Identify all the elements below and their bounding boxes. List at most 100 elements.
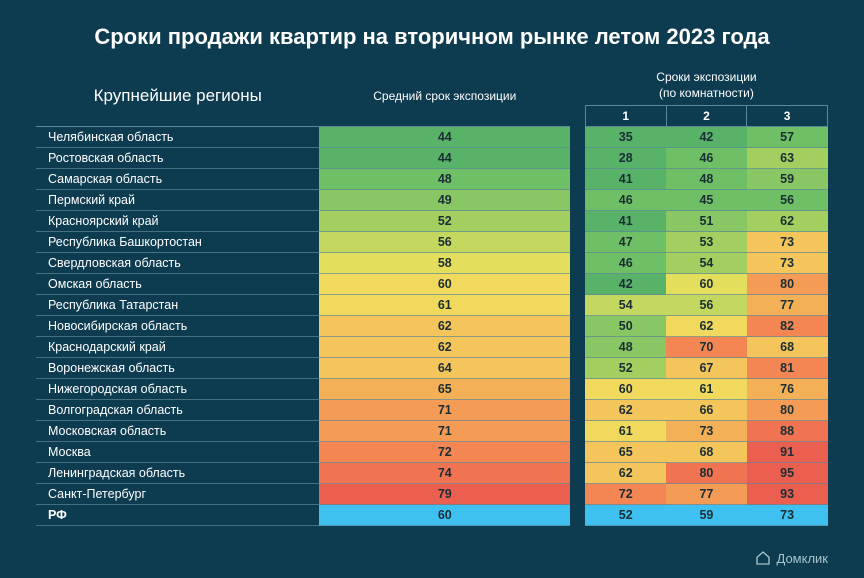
avg-cell: 62: [319, 316, 570, 337]
room3-cell: 68: [747, 337, 828, 358]
gap-cell: [570, 232, 585, 253]
region-name: Самарская область: [36, 169, 319, 190]
summary-region: РФ: [36, 505, 319, 526]
room2-cell: 60: [666, 274, 747, 295]
room1-cell: 60: [585, 379, 666, 400]
room2-cell: 68: [666, 442, 747, 463]
room3-cell: 76: [747, 379, 828, 400]
avg-cell: 74: [319, 463, 570, 484]
room2-cell: 46: [666, 148, 747, 169]
room1-cell: 72: [585, 484, 666, 505]
summary-room2: 59: [666, 505, 747, 526]
header-rooms-line2: (по комнатности): [659, 86, 754, 100]
room3-cell: 93: [747, 484, 828, 505]
room3-cell: 80: [747, 274, 828, 295]
header-region: Крупнейшие регионы: [36, 66, 319, 127]
region-name: Новосибирская область: [36, 316, 319, 337]
avg-cell: 79: [319, 484, 570, 505]
room2-cell: 61: [666, 379, 747, 400]
avg-cell: 71: [319, 421, 570, 442]
table-row: Санкт-Петербург79 727793: [36, 484, 828, 505]
gap-cell: [570, 148, 585, 169]
gap-cell: [570, 463, 585, 484]
footer-logo-text: Домклик: [777, 551, 829, 566]
table-row: Московская область71617388: [36, 421, 828, 442]
region-name: Санкт-Петербург: [36, 484, 319, 505]
room3-cell: 73: [747, 253, 828, 274]
gap-cell: [570, 484, 585, 505]
room2-cell: 51: [666, 211, 747, 232]
region-name: Нижегородская область: [36, 379, 319, 400]
summary-room3: 73: [747, 505, 828, 526]
gap-cell: [570, 442, 585, 463]
room2-cell: 62: [666, 316, 747, 337]
avg-cell: 72: [319, 442, 570, 463]
gap-cell: [570, 190, 585, 211]
region-name: Ленинградская область: [36, 463, 319, 484]
gap-cell: [570, 127, 585, 148]
table-row: Пермский край49464556: [36, 190, 828, 211]
gap-cell: [570, 169, 585, 190]
avg-cell: 60: [319, 274, 570, 295]
summary-room1: 52: [585, 505, 666, 526]
gap-cell: [570, 379, 585, 400]
header-avg: Средний срок экспозиции: [319, 66, 570, 127]
room2-cell: 77: [666, 484, 747, 505]
avg-cell: 62: [319, 337, 570, 358]
table-row: Республика Татарстан61545677: [36, 295, 828, 316]
header-room-1: 1: [585, 106, 666, 127]
gap-cell: [570, 421, 585, 442]
gap-cell: [570, 253, 585, 274]
exposure-table: Крупнейшие регионы Средний срок экспозиц…: [36, 66, 828, 526]
header-room-2: 2: [666, 106, 747, 127]
avg-cell: 44: [319, 148, 570, 169]
room2-cell: 48: [666, 169, 747, 190]
room1-cell: 61: [585, 421, 666, 442]
table-row: Москва72656891: [36, 442, 828, 463]
table-row: Воронежская область64526781: [36, 358, 828, 379]
table-row: Нижегородская область65606176: [36, 379, 828, 400]
room3-cell: 88: [747, 421, 828, 442]
header-room-3: 3: [747, 106, 828, 127]
table-row: Красноярский край52415162: [36, 211, 828, 232]
region-name: Омская область: [36, 274, 319, 295]
footer-logo: Домклик: [755, 550, 829, 566]
region-name: Москва: [36, 442, 319, 463]
header-rooms-group: Сроки экспозиции (по комнатности): [585, 66, 827, 106]
room1-cell: 50: [585, 316, 666, 337]
region-name: Ростовская область: [36, 148, 319, 169]
room3-cell: 57: [747, 127, 828, 148]
avg-cell: 52: [319, 211, 570, 232]
avg-cell: 49: [319, 190, 570, 211]
room1-cell: 65: [585, 442, 666, 463]
region-name: Волгоградская область: [36, 400, 319, 421]
room1-cell: 28: [585, 148, 666, 169]
gap-cell: [570, 211, 585, 232]
gap-cell: [570, 358, 585, 379]
gap-cell: [570, 274, 585, 295]
region-name: Воронежская область: [36, 358, 319, 379]
room3-cell: 73: [747, 232, 828, 253]
avg-cell: 64: [319, 358, 570, 379]
room1-cell: 41: [585, 169, 666, 190]
room1-cell: 47: [585, 232, 666, 253]
region-name: Краснодарский край: [36, 337, 319, 358]
room1-cell: 62: [585, 400, 666, 421]
table-row: Челябинская область44354257: [36, 127, 828, 148]
room2-cell: 80: [666, 463, 747, 484]
room2-cell: 66: [666, 400, 747, 421]
table-row: Омская область60426080: [36, 274, 828, 295]
room1-cell: 46: [585, 190, 666, 211]
avg-cell: 56: [319, 232, 570, 253]
room3-cell: 95: [747, 463, 828, 484]
table-row: Ленинградская область74628095: [36, 463, 828, 484]
gap-cell: [570, 316, 585, 337]
gap-cell: [570, 295, 585, 316]
room3-cell: 80: [747, 400, 828, 421]
region-name: Московская область: [36, 421, 319, 442]
room2-cell: 67: [666, 358, 747, 379]
room1-cell: 41: [585, 211, 666, 232]
room1-cell: 54: [585, 295, 666, 316]
summary-row: РФ60525973: [36, 505, 828, 526]
avg-cell: 71: [319, 400, 570, 421]
